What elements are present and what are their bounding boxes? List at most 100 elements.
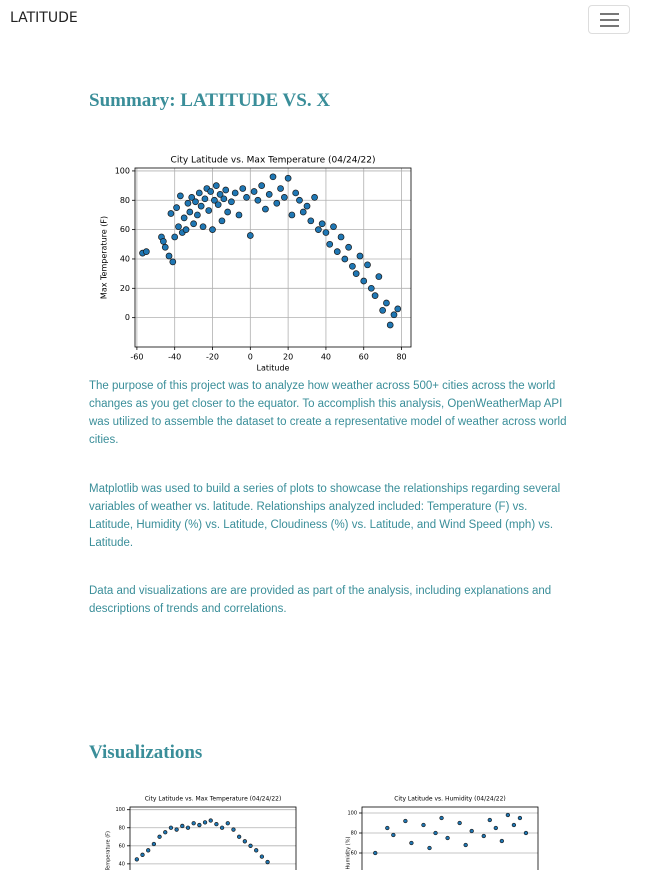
data-point <box>175 223 182 231</box>
y-axis-label: Humidity (%) <box>346 836 352 869</box>
data-point <box>433 830 438 836</box>
data-point <box>367 284 375 292</box>
data-point <box>165 252 173 260</box>
data-point <box>259 854 265 859</box>
paragraph: The purpose of this project was to analy… <box>89 380 567 446</box>
data-point <box>262 205 269 213</box>
data-point <box>205 207 213 214</box>
data-point <box>280 193 288 201</box>
data-point <box>242 839 247 844</box>
data-point <box>299 208 307 216</box>
data-point <box>273 199 281 207</box>
x-tick-label: 0 <box>248 353 253 362</box>
data-point <box>197 822 202 828</box>
data-point <box>403 818 408 824</box>
data-point <box>151 841 157 847</box>
data-point <box>296 196 303 204</box>
x-tick-label: -20 <box>206 353 219 362</box>
y-tick-label: 60 <box>120 225 130 234</box>
data-point <box>248 843 253 848</box>
axes-frame <box>129 806 297 870</box>
scatter-chart: City Latitude vs. Max Temperature (04/24… <box>100 156 412 373</box>
data-point <box>379 306 386 314</box>
data-point <box>345 243 352 251</box>
data-point <box>222 186 230 194</box>
data-point <box>173 204 180 211</box>
data-point <box>517 815 523 821</box>
data-point <box>220 195 228 203</box>
data-point <box>219 825 225 830</box>
data-point <box>463 842 468 848</box>
data-point <box>284 174 292 182</box>
data-point <box>235 211 243 219</box>
data-point <box>349 262 356 270</box>
data-point <box>409 840 414 846</box>
section-heading: Visualizations <box>89 742 203 763</box>
data-point <box>277 185 284 192</box>
data-point <box>269 173 277 181</box>
data-point <box>315 226 322 233</box>
data-point <box>228 198 235 206</box>
x-tick-label: 20 <box>283 353 293 362</box>
menu-toggle[interactable] <box>588 5 630 34</box>
data-point <box>391 832 396 838</box>
section-heading: Summary: LATITUDE VS. X <box>89 90 331 111</box>
data-point <box>394 305 402 313</box>
data-point <box>330 223 337 231</box>
data-point <box>499 838 504 844</box>
data-point <box>243 193 250 201</box>
data-point <box>246 232 254 239</box>
data-point <box>303 202 311 210</box>
data-point <box>385 825 390 831</box>
data-point <box>318 220 326 228</box>
data-point <box>161 243 169 251</box>
data-point <box>386 321 394 329</box>
data-point <box>186 208 194 216</box>
data-point <box>373 850 378 856</box>
data-point <box>322 229 330 236</box>
y-tick-label: 80 <box>351 831 357 837</box>
data-point <box>445 835 450 841</box>
data-point <box>212 182 220 189</box>
data-point <box>190 220 197 228</box>
data-point <box>197 202 205 210</box>
data-point <box>333 248 341 255</box>
data-point <box>195 189 203 197</box>
data-point <box>371 292 379 299</box>
y-tick-label: 40 <box>120 254 130 263</box>
thumbnail-chart[interactable]: City Latitude vs. Max Temperature (04/24… <box>100 795 305 870</box>
data-point <box>505 812 511 818</box>
data-point <box>157 834 162 839</box>
y-axis-label: Max Temperature (F) <box>100 216 109 299</box>
data-point <box>216 191 224 198</box>
data-point <box>360 277 368 285</box>
data-point <box>199 223 207 231</box>
data-point <box>493 825 498 831</box>
thumbnail-chart[interactable]: City Latitude vs. Humidity (04/24/22) 100… <box>345 795 545 870</box>
data-point <box>356 252 364 260</box>
y-tick-label: 60 <box>351 851 357 857</box>
data-point <box>202 820 208 825</box>
chart-title: City Latitude vs. Humidity (04/24/22) <box>394 796 506 803</box>
y-tick-label: 100 <box>115 807 125 813</box>
data-point <box>214 821 219 827</box>
data-point <box>168 825 174 830</box>
nav-brand[interactable]: LATITUDE <box>10 10 78 26</box>
data-point <box>160 238 167 245</box>
data-point <box>140 852 145 857</box>
x-axis-label: Latitude <box>257 364 290 373</box>
data-point <box>250 188 258 195</box>
data-point <box>174 827 179 832</box>
x-tick-label: -40 <box>168 353 181 362</box>
data-point <box>481 833 486 839</box>
data-point <box>146 848 151 853</box>
data-point <box>254 848 259 853</box>
y-tick-label: 60 <box>119 843 125 849</box>
data-point <box>457 820 462 826</box>
data-point <box>209 226 216 233</box>
data-point <box>171 233 179 241</box>
data-point <box>439 815 444 821</box>
y-tick-label: 40 <box>119 861 125 867</box>
data-point <box>169 258 177 266</box>
data-point <box>194 211 201 219</box>
